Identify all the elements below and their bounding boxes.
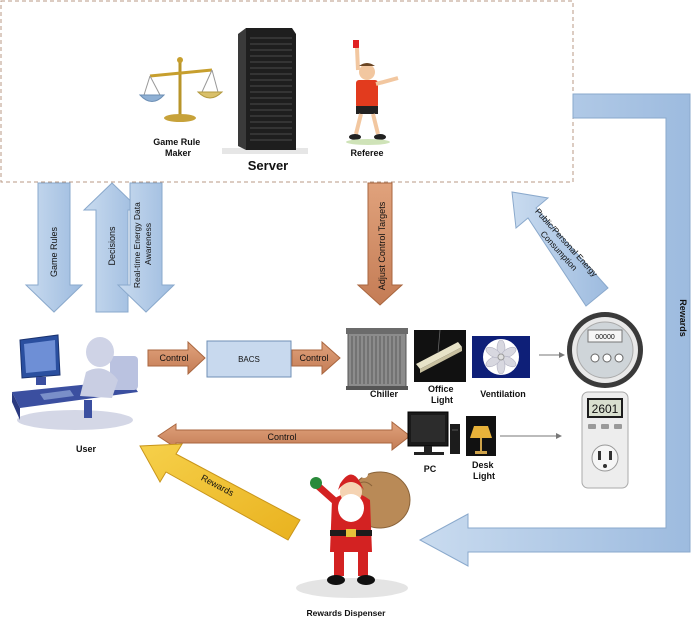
server-rack-icon	[222, 28, 308, 154]
control-label-long: Control	[267, 432, 296, 442]
server-label: Server	[248, 158, 288, 173]
control-label-1: Control	[159, 353, 188, 363]
game-rule-maker-label: Game Rule Maker	[153, 137, 203, 158]
analog-meter-reading: 00000	[595, 334, 615, 341]
pc-icon	[407, 411, 460, 455]
office-light-label: Office Light	[428, 384, 456, 405]
desk-light-icon	[466, 416, 496, 456]
decisions-label: Decisions	[107, 226, 117, 266]
public-consumption-arrow	[511, 191, 609, 307]
plug-meter-icon: 2601	[581, 391, 629, 489]
chiller-icon	[346, 328, 408, 390]
desklight-to-meter-arrow	[500, 433, 562, 439]
control-arrow-2	[291, 340, 341, 376]
desk-light-label: Desk Light	[472, 460, 496, 481]
pc-label: PC	[424, 464, 437, 474]
energy-awareness-arrow	[116, 182, 176, 313]
adjust-targets-label: Adjust Control Targets	[377, 201, 387, 290]
control-label-2: Control	[299, 353, 328, 363]
user-label: User	[76, 444, 97, 454]
rewards-dispenser-label: Rewards Dispenser	[307, 608, 387, 618]
santa-icon	[296, 470, 411, 598]
scales-icon	[138, 57, 224, 122]
analog-meter-icon: 00000	[567, 312, 643, 388]
user-computer-icon	[12, 334, 138, 430]
referee-icon	[346, 40, 399, 145]
energy-awareness-label: Real-time Energy Data Awareness	[132, 200, 153, 288]
rewards-loop-label: Rewards	[678, 299, 688, 337]
plug-meter-reading: 2601	[592, 402, 619, 416]
game-rules-arrow	[24, 182, 84, 313]
bacs-label: BACS	[238, 355, 260, 364]
adjust-targets-arrow	[356, 182, 404, 306]
ventilation-fan-icon	[472, 336, 530, 378]
rewards-arrow-yellow	[139, 443, 301, 541]
ventilation-label: Ventilation	[480, 389, 526, 399]
chiller-label: Chiller	[370, 389, 399, 399]
rewards-loop-arrow	[418, 93, 691, 567]
office-light-icon	[414, 329, 466, 382]
game-rules-label: Game Rules	[49, 226, 59, 277]
referee-label: Referee	[350, 148, 383, 158]
bacs-box	[206, 340, 292, 378]
ventilation-to-meter-arrow	[539, 352, 565, 358]
control-arrow-1	[147, 340, 206, 376]
